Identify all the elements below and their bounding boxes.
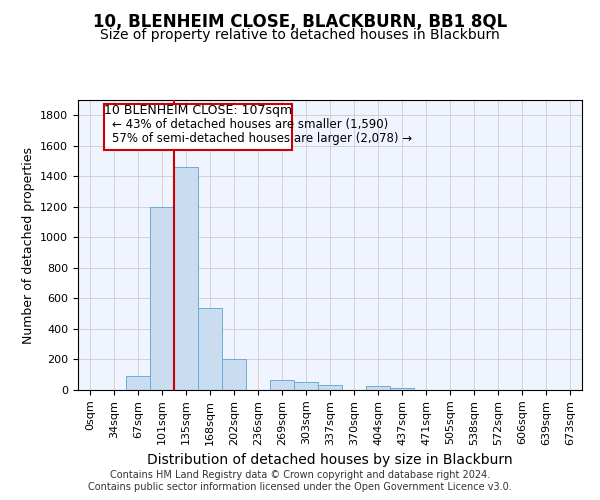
Bar (390, 388, 414, 390)
Bar (174, 167, 198, 390)
Text: 10, BLENHEIM CLOSE, BLACKBURN, BB1 8QL: 10, BLENHEIM CLOSE, BLACKBURN, BB1 8QL (93, 12, 507, 30)
Bar (126, 376, 150, 390)
Bar (294, 382, 318, 390)
FancyBboxPatch shape (104, 104, 292, 150)
Text: Contains public sector information licensed under the Open Government Licence v3: Contains public sector information licen… (88, 482, 512, 492)
Bar (222, 358, 246, 390)
Text: ← 43% of detached houses are smaller (1,590): ← 43% of detached houses are smaller (1,… (112, 118, 388, 131)
Bar (150, 207, 174, 390)
Text: 57% of semi-detached houses are larger (2,078) →: 57% of semi-detached houses are larger (… (112, 132, 412, 145)
Text: Size of property relative to detached houses in Blackburn: Size of property relative to detached ho… (100, 28, 500, 42)
Bar (270, 380, 294, 390)
Text: Contains HM Land Registry data © Crown copyright and database right 2024.: Contains HM Land Registry data © Crown c… (110, 470, 490, 480)
Bar (366, 386, 390, 390)
Text: 10 BLENHEIM CLOSE: 107sqm: 10 BLENHEIM CLOSE: 107sqm (104, 104, 292, 117)
Bar (318, 384, 342, 390)
Bar (198, 308, 222, 390)
Y-axis label: Number of detached properties: Number of detached properties (22, 146, 35, 344)
X-axis label: Distribution of detached houses by size in Blackburn: Distribution of detached houses by size … (147, 453, 513, 467)
